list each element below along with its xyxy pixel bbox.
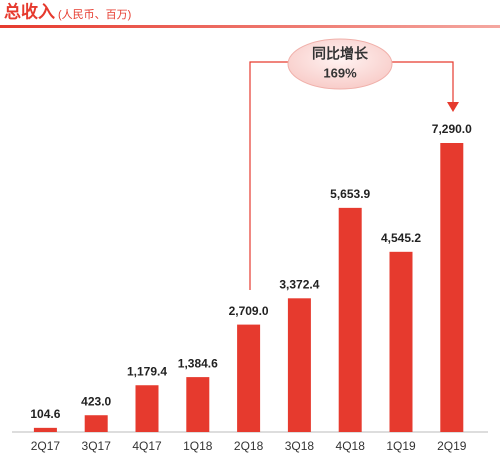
x-tick-label: 4Q17 xyxy=(132,439,162,453)
value-label: 5,653.9 xyxy=(330,187,370,201)
x-tick-label: 3Q17 xyxy=(82,439,112,453)
chart-title: 总收入 xyxy=(4,1,55,21)
chart-subtitle: (人民币、百万) xyxy=(58,8,131,21)
x-tick-label: 1Q19 xyxy=(386,439,416,453)
bar xyxy=(389,251,413,432)
bar xyxy=(287,298,311,432)
bar xyxy=(186,377,210,432)
bar xyxy=(237,324,261,432)
x-tick-label: 2Q17 xyxy=(31,439,61,453)
value-label: 1,384.6 xyxy=(178,356,218,370)
arrow-head xyxy=(447,102,459,112)
value-label: 104.6 xyxy=(30,407,60,421)
bar xyxy=(338,207,362,432)
annotation-bubble xyxy=(287,38,393,90)
annotation-value: 169% xyxy=(323,65,357,80)
value-label: 1,179.4 xyxy=(127,364,167,378)
title-rule xyxy=(0,25,500,28)
bar xyxy=(135,385,159,432)
annotation-text: 同比增长 xyxy=(312,46,369,62)
x-tick-label: 3Q18 xyxy=(285,439,315,453)
value-label: 7,290.0 xyxy=(432,122,472,136)
bar xyxy=(33,427,57,432)
value-label: 2,709.0 xyxy=(229,304,269,318)
value-label: 4,545.2 xyxy=(381,231,421,245)
x-tick-label: 4Q18 xyxy=(336,439,366,453)
value-label: 3,372.4 xyxy=(279,277,319,291)
x-tick-label: 1Q18 xyxy=(183,439,213,453)
bar xyxy=(440,143,464,432)
value-label: 423.0 xyxy=(81,394,111,408)
x-tick-label: 2Q18 xyxy=(234,439,264,453)
x-tick-label: 2Q19 xyxy=(437,439,467,453)
bar xyxy=(84,415,108,432)
